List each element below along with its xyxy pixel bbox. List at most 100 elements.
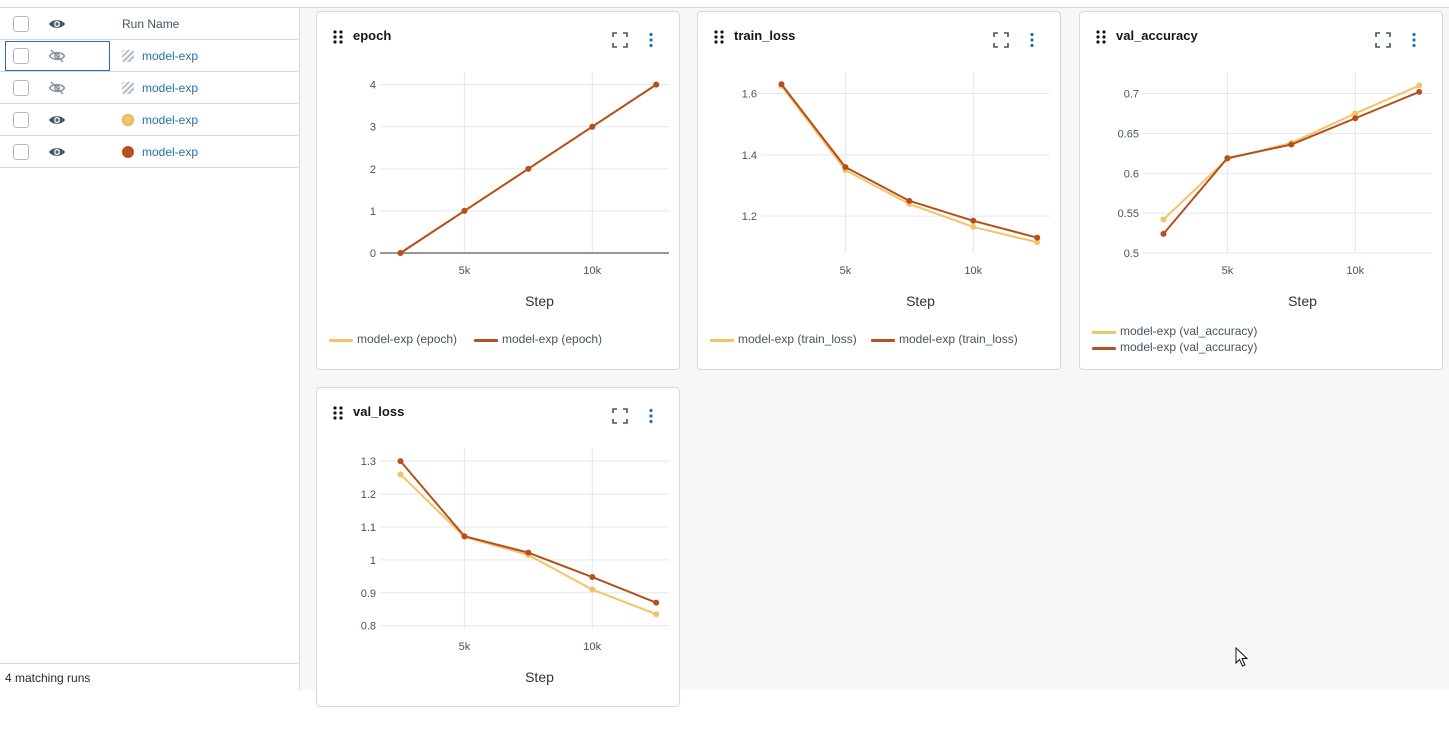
x-tick-label: 5k xyxy=(459,641,471,653)
legend-swatch xyxy=(871,339,895,342)
drag-handle-icon[interactable] xyxy=(333,30,343,44)
chart-title: val_loss xyxy=(353,404,405,419)
y-tick-label: 1.3 xyxy=(361,456,376,468)
data-point xyxy=(461,533,468,540)
data-point xyxy=(525,551,532,558)
x-tick-label: 10k xyxy=(964,265,982,277)
table-row[interactable]: model-exp xyxy=(0,72,299,104)
runs-table-header: Run Name xyxy=(0,8,299,40)
x-tick-label: 5k xyxy=(1222,265,1234,277)
table-row[interactable]: model-exp xyxy=(0,104,299,136)
row-checkbox[interactable] xyxy=(13,80,29,96)
y-tick-label: 0 xyxy=(370,248,376,260)
drag-handle-icon[interactable] xyxy=(333,406,343,420)
run-color-swatch[interactable] xyxy=(122,114,134,126)
y-tick-label: 3 xyxy=(370,122,376,134)
run-name-column-header[interactable]: Run Name xyxy=(122,17,180,31)
legend-swatch xyxy=(710,339,734,342)
select-all-checkbox[interactable] xyxy=(13,16,29,32)
x-axis-label: Step xyxy=(525,669,554,685)
series-line xyxy=(399,460,657,604)
eye-icon[interactable] xyxy=(48,112,66,128)
data-point xyxy=(525,165,532,172)
series-line xyxy=(1162,91,1420,235)
kebab-menu-icon[interactable] xyxy=(645,408,657,424)
data-point xyxy=(1288,139,1295,146)
bottom-strip xyxy=(0,690,1449,702)
y-tick-label: 0.8 xyxy=(361,621,376,633)
data-point xyxy=(397,250,404,256)
data-point xyxy=(970,217,977,224)
y-tick-label: 1.1 xyxy=(361,522,376,534)
drag-handle-icon[interactable] xyxy=(714,30,724,44)
top-divider xyxy=(0,7,1449,8)
fullscreen-icon[interactable] xyxy=(612,32,628,48)
table-row[interactable]: model-exp xyxy=(0,40,299,72)
data-point xyxy=(1034,239,1041,246)
run-color-swatch[interactable] xyxy=(122,50,134,62)
legend-label: model-exp (epoch) xyxy=(357,332,458,346)
y-tick-label: 0.5 xyxy=(1124,248,1139,260)
data-point xyxy=(1224,155,1231,162)
row-checkbox[interactable] xyxy=(13,48,29,64)
chart-card-val-loss: val_loss 0.8 0.9 1 1.1 1.2 1.3 5k 10k Step xyxy=(316,387,680,707)
y-tick-label: 1.6 xyxy=(742,88,757,100)
row-checkbox[interactable] xyxy=(13,112,29,128)
table-row[interactable]: model-exp xyxy=(0,136,299,168)
y-tick-label: 1.2 xyxy=(361,489,376,501)
data-point xyxy=(970,223,977,230)
kebab-menu-icon[interactable] xyxy=(645,32,657,48)
y-tick-label: 1 xyxy=(370,555,376,567)
eye-icon[interactable] xyxy=(48,144,66,160)
y-tick-label: 1 xyxy=(370,206,376,218)
chart-plot: 0.8 0.9 1 1.1 1.2 1.3 5k 10k Step xyxy=(361,448,669,685)
data-point xyxy=(1288,141,1295,148)
data-point xyxy=(461,207,468,214)
data-point xyxy=(589,123,596,130)
x-tick-label: 5k xyxy=(459,265,471,277)
row-checkbox[interactable] xyxy=(13,144,29,160)
chart-plot: 0 1 2 3 4 5k 10k Step xyxy=(370,72,669,309)
run-name-link[interactable]: model-exp xyxy=(142,145,199,159)
mouse-cursor-icon xyxy=(1235,647,1249,667)
runs-table: Run Name model-exp model-exp model-exp xyxy=(0,8,300,690)
eye-icon[interactable] xyxy=(48,16,66,32)
y-tick-label: 0.65 xyxy=(1118,128,1139,140)
kebab-menu-icon[interactable] xyxy=(1408,32,1420,48)
data-point xyxy=(778,82,785,89)
data-point xyxy=(525,549,532,556)
kebab-menu-icon[interactable] xyxy=(1026,32,1038,48)
data-point xyxy=(653,81,660,88)
legend-label: model-exp (train_loss) xyxy=(738,332,857,346)
drag-handle-icon[interactable] xyxy=(1096,30,1106,44)
chart-plot: 1.2 1.4 1.6 5k 10k Step xyxy=(742,72,1050,309)
fullscreen-icon[interactable] xyxy=(1375,32,1391,48)
data-point xyxy=(906,197,913,204)
series-line xyxy=(780,85,1038,244)
series-line xyxy=(399,83,657,254)
run-name-link[interactable]: model-exp xyxy=(142,49,199,63)
legend-swatch xyxy=(474,339,498,342)
data-point xyxy=(842,167,849,174)
data-point xyxy=(397,471,404,478)
x-tick-label: 10k xyxy=(583,265,601,277)
legend-label: model-exp (val_accuracy) xyxy=(1120,324,1258,338)
chart-plot: 0.5 0.55 0.6 0.65 0.7 5k 10k Step xyxy=(1118,72,1432,309)
data-point xyxy=(653,599,660,606)
run-color-swatch[interactable] xyxy=(122,82,134,94)
x-axis-label: Step xyxy=(906,293,935,309)
fullscreen-icon[interactable] xyxy=(612,408,628,424)
x-axis-label: Step xyxy=(525,293,554,309)
eye-off-icon[interactable] xyxy=(48,48,66,64)
legend-swatch xyxy=(1092,347,1116,350)
run-name-link[interactable]: model-exp xyxy=(142,81,199,95)
fullscreen-icon[interactable] xyxy=(993,32,1009,48)
chart-title: train_loss xyxy=(734,28,796,43)
run-name-link[interactable]: model-exp xyxy=(142,113,199,127)
eye-off-icon[interactable] xyxy=(48,80,66,96)
data-point xyxy=(589,574,596,581)
series-line xyxy=(1162,84,1420,221)
y-tick-label: 0.6 xyxy=(1124,168,1139,180)
run-color-swatch[interactable] xyxy=(122,146,134,158)
matching-runs-count: 4 matching runs xyxy=(5,671,91,685)
